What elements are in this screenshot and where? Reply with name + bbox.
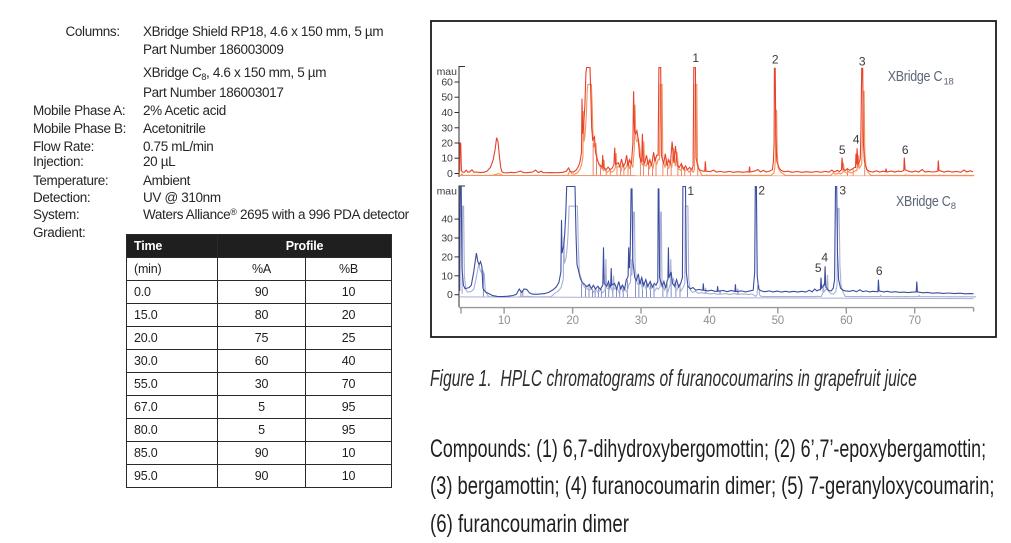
svg-text:6: 6: [876, 264, 883, 278]
svg-text:5: 5: [839, 143, 846, 157]
svg-text:2: 2: [772, 53, 779, 67]
svg-text:20: 20: [566, 315, 578, 327]
svg-text:mau: mau: [437, 66, 458, 78]
svg-text:5: 5: [815, 261, 822, 275]
svg-text:50: 50: [772, 315, 784, 327]
svg-text:60: 60: [441, 77, 453, 89]
svg-text:2: 2: [758, 184, 765, 198]
svg-text:4: 4: [853, 133, 860, 147]
svg-text:40: 40: [441, 214, 453, 226]
svg-text:10: 10: [441, 270, 453, 282]
svg-text:18: 18: [944, 76, 954, 87]
svg-text:10: 10: [498, 315, 510, 327]
svg-text:XBridge C: XBridge C: [888, 68, 943, 85]
svg-text:1: 1: [687, 184, 694, 198]
svg-text:0: 0: [447, 289, 453, 301]
svg-text:4: 4: [821, 251, 828, 265]
svg-text:3: 3: [859, 55, 866, 69]
svg-text:40: 40: [703, 315, 715, 327]
svg-text:20: 20: [441, 251, 453, 263]
svg-text:6: 6: [902, 143, 909, 157]
svg-text:30: 30: [441, 122, 453, 134]
svg-text:70: 70: [908, 315, 920, 327]
svg-text:1: 1: [692, 51, 699, 65]
svg-text:8: 8: [951, 201, 956, 212]
svg-text:30: 30: [441, 233, 453, 245]
svg-text:3: 3: [839, 184, 846, 198]
svg-text:20: 20: [441, 138, 453, 150]
svg-text:50: 50: [441, 92, 453, 104]
svg-text:10: 10: [441, 153, 453, 165]
svg-text:0: 0: [447, 168, 453, 180]
svg-text:30: 30: [635, 315, 647, 327]
svg-text:mau: mau: [437, 186, 458, 198]
svg-text:XBridge C: XBridge C: [896, 193, 951, 210]
svg-text:60: 60: [840, 315, 852, 327]
svg-text:40: 40: [441, 107, 453, 119]
